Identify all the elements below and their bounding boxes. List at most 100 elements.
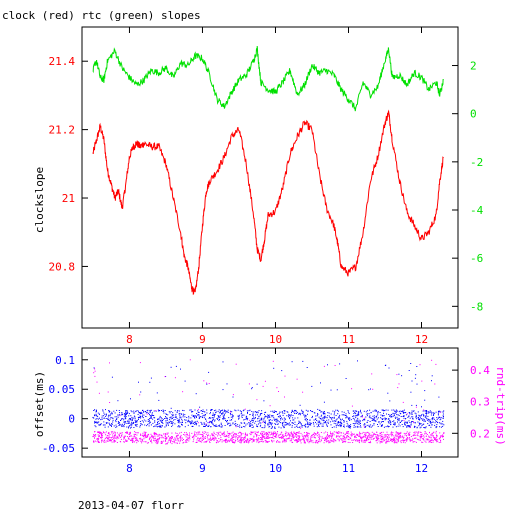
data-point	[428, 439, 430, 441]
data-point	[373, 437, 375, 439]
data-point	[260, 432, 261, 434]
data-point	[119, 424, 121, 425]
data-point	[245, 417, 247, 419]
data-point	[387, 418, 389, 420]
data-point	[150, 417, 152, 419]
data-point	[399, 435, 401, 437]
y2-tick-label: -6	[470, 252, 483, 265]
data-point	[206, 424, 208, 426]
data-point	[196, 416, 197, 418]
data-point	[356, 410, 358, 412]
data-point	[239, 431, 241, 433]
data-point	[442, 425, 444, 427]
data-point	[126, 436, 128, 437]
data-point	[427, 438, 429, 440]
data-point	[142, 417, 144, 419]
data-point	[295, 435, 297, 437]
data-point	[319, 409, 321, 411]
data-point	[143, 421, 144, 423]
data-point	[202, 409, 204, 411]
data-point	[290, 433, 292, 435]
data-point	[252, 438, 254, 440]
data-point	[266, 434, 268, 436]
data-point	[358, 414, 360, 416]
data-point	[286, 411, 288, 413]
data-point	[303, 435, 305, 437]
data-point	[103, 412, 105, 414]
data-point	[234, 423, 236, 425]
data-point	[134, 419, 136, 421]
data-point	[292, 422, 294, 424]
data-point	[395, 426, 397, 428]
data-point	[230, 410, 232, 412]
data-point	[262, 421, 264, 423]
data-point	[272, 410, 274, 412]
data-point	[331, 435, 333, 437]
data-point	[322, 412, 324, 414]
data-point	[388, 422, 390, 424]
data-point	[298, 413, 300, 415]
data-point	[117, 423, 119, 424]
data-point	[207, 434, 209, 436]
data-point	[150, 410, 151, 412]
data-point	[262, 385, 264, 387]
data-point	[252, 416, 254, 418]
data-point	[153, 433, 155, 435]
data-point	[155, 410, 157, 411]
data-point	[296, 433, 298, 435]
data-point	[165, 439, 166, 441]
data-point	[133, 421, 135, 423]
data-point	[259, 422, 261, 424]
data-point	[109, 423, 110, 425]
data-point	[201, 422, 203, 424]
data-point	[439, 411, 441, 413]
data-point	[124, 414, 126, 416]
data-point	[169, 437, 171, 439]
data-point	[395, 412, 397, 414]
data-point	[398, 435, 400, 437]
data-point	[383, 440, 385, 442]
data-point	[168, 411, 170, 413]
data-point	[286, 440, 287, 442]
data-point	[385, 442, 387, 444]
data-point	[227, 440, 229, 442]
data-point	[195, 442, 197, 443]
data-point	[197, 431, 199, 433]
data-point	[164, 433, 166, 434]
data-point	[357, 421, 359, 423]
data-point	[239, 435, 241, 437]
data-point	[373, 424, 375, 426]
data-point	[283, 417, 285, 419]
data-point	[214, 425, 216, 427]
data-point	[256, 436, 258, 438]
data-point	[268, 434, 270, 436]
data-point	[226, 411, 228, 413]
data-point	[370, 424, 372, 426]
data-point	[402, 441, 404, 443]
data-point	[441, 435, 443, 437]
data-point	[262, 433, 263, 435]
data-point	[196, 432, 198, 434]
data-point	[131, 419, 133, 421]
data-point	[131, 439, 133, 441]
data-point	[406, 437, 408, 439]
data-point	[218, 415, 219, 417]
data-point	[422, 423, 424, 425]
data-point	[367, 437, 368, 439]
data-point	[268, 437, 270, 439]
x-tick-label: 9	[199, 462, 206, 475]
data-point	[443, 416, 444, 417]
data-point	[298, 439, 300, 441]
data-point	[116, 436, 118, 438]
data-point	[349, 426, 351, 428]
data-point	[282, 434, 284, 436]
data-point	[158, 425, 160, 427]
data-point	[369, 435, 371, 437]
data-point	[261, 438, 263, 440]
data-point	[203, 436, 205, 438]
data-point-anchor	[128, 435, 131, 438]
data-point	[353, 433, 355, 435]
data-point	[432, 432, 434, 434]
data-point	[191, 410, 193, 412]
data-point	[397, 419, 398, 421]
